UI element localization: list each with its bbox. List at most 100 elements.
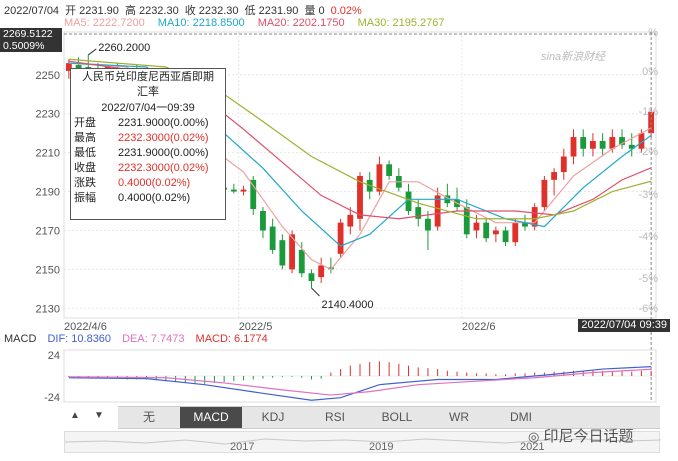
tooltip-row-key: 振幅 <box>74 192 96 204</box>
candle-body <box>425 218 431 231</box>
time-range-scroller[interactable]: 2017 2019 2021 <box>64 431 661 453</box>
macd-ytick-top: 24 <box>48 350 60 362</box>
candle-body <box>609 137 616 149</box>
candle-body <box>638 133 645 149</box>
tooltip-row: 最高 2232.3000(0.02%) <box>71 131 225 146</box>
tab-macd[interactable]: MACD <box>180 407 242 428</box>
tooltip-row-value: 0.4000(0.02%) <box>118 177 191 189</box>
y-tick-label: 2250 <box>36 70 60 82</box>
candle-body <box>65 63 72 71</box>
tab-boll[interactable]: BOLL <box>381 410 413 424</box>
tooltip-row-value: 2232.3000(0.02%) <box>118 132 209 144</box>
candle-body <box>318 265 325 278</box>
dif-line <box>68 366 652 401</box>
scroller-year-label: 2017 <box>230 441 255 453</box>
tooltip-title-2: 汇率 <box>137 86 159 98</box>
annotation-label: 2260.2000 <box>98 42 150 54</box>
tooltip-row-key: 涨跌 <box>74 177 96 189</box>
candle-body <box>289 234 295 270</box>
scroll-up-icon[interactable]: ▲ <box>70 410 80 421</box>
candle-body <box>230 189 237 192</box>
current-price-tag: 2269.5122 <box>0 28 62 40</box>
indicator-tab-bar: 无 MACD KDJ RSI BOLL WR DMI <box>118 406 660 429</box>
pct-tick-label: -5% <box>638 273 658 285</box>
crosshair-date-tag: 2022/07/04 09:39 <box>578 319 670 332</box>
tab-无[interactable]: 无 <box>142 410 155 424</box>
tooltip-row-value: 2231.9000(0.00%) <box>118 147 209 159</box>
y-tick-label: 2130 <box>36 303 60 315</box>
dea-line <box>68 368 652 396</box>
tab-dmi[interactable]: DMI <box>510 410 532 424</box>
tooltip-row: 涨跌 0.4000(0.02%) <box>71 176 225 191</box>
scroller-year-label: 2021 <box>520 441 545 453</box>
volume-value: 0 <box>318 5 325 17</box>
candle-body <box>415 207 422 219</box>
crosshair-tooltip: 人民币兑印度尼西亚盾即期 汇率 2022/07/04一09:39 开盘 2231.… <box>70 68 226 220</box>
y-tick-label: 2210 <box>36 148 60 160</box>
macd-title: MACD <box>4 333 37 345</box>
dif-legend: DIF: 10.8360 <box>47 333 112 345</box>
tooltip-row: 开盘 2231.9000(0.00%) <box>71 116 225 131</box>
tooltip-row-key: 最低 <box>74 147 96 159</box>
y-tick-label: 2190 <box>36 187 60 199</box>
close-value: 2232.30 <box>198 5 239 17</box>
tab-rsi[interactable]: RSI <box>324 410 345 424</box>
macd-value-legend: MACD: 6.1774 <box>195 333 268 345</box>
candle-body <box>434 195 441 227</box>
candle-body <box>250 179 257 210</box>
tooltip-row-key: 收盘 <box>74 162 96 174</box>
candle-body <box>279 240 286 266</box>
low-label: 低 <box>244 5 256 17</box>
candle-body <box>522 222 528 227</box>
open-value: 2231.90 <box>79 5 119 17</box>
candle-body <box>240 189 247 192</box>
high-value: 2232.30 <box>138 5 179 17</box>
candle-body <box>260 210 266 231</box>
pct-tick-label: -3% <box>638 189 658 201</box>
change-pct: 0.02% <box>330 5 362 17</box>
high-label: 高 <box>124 5 136 17</box>
candle-body <box>298 249 305 274</box>
macd-ytick-bottom: -24 <box>44 392 60 404</box>
candle-body <box>599 140 606 149</box>
ma10-legend: MA10: 2218.8500 <box>157 17 245 29</box>
x-tick-label: 2022/6 <box>462 321 496 333</box>
axis-layer: 2130 2150 2170 2190 2210 2230 2250% 0% -1% -2% -3%… <box>36 27 658 400</box>
tooltip-row-value: 2231.9000(0.00%) <box>118 117 209 129</box>
close-label: 收 <box>184 5 196 17</box>
ma20-legend: MA20: 2202.1750 <box>257 17 345 29</box>
candle-body <box>619 137 625 145</box>
wechat-icon: ◎ <box>528 429 540 444</box>
candle-body <box>327 267 334 270</box>
pct-tick-label: -4% <box>638 231 658 243</box>
candle-body <box>347 214 354 227</box>
candle-body <box>531 207 538 227</box>
candle-body <box>512 222 519 243</box>
candle-body <box>570 137 577 157</box>
candle-body <box>590 140 596 149</box>
candle-body <box>376 164 383 192</box>
candle-body <box>580 137 587 149</box>
candle-body <box>386 164 393 176</box>
scroll-down-icon[interactable]: ▼ <box>94 410 104 421</box>
pct-tick-label: % <box>648 27 658 39</box>
tooltip-row-key: 最高 <box>74 132 96 144</box>
scroller-overview-line <box>65 438 661 445</box>
y-tick-label: 2170 <box>36 225 60 237</box>
candle-body <box>308 273 315 282</box>
candle-body <box>75 65 82 69</box>
tooltip-row: 收盘 2232.3000(0.02%) <box>71 161 225 176</box>
candle-body <box>269 226 276 250</box>
ma30-legend: MA30: 2195.2767 <box>357 17 445 29</box>
macd-layer: 24 -24 <box>44 349 657 404</box>
pct-tick-label: 0% <box>642 66 658 78</box>
tab-wr[interactable]: WR <box>449 410 469 424</box>
pct-tick-label: -1% <box>638 106 658 118</box>
tab-kdj[interactable]: KDJ <box>261 410 285 424</box>
candle-body <box>492 230 499 235</box>
candle-body <box>337 222 344 254</box>
wechat-watermark: ◎ 印尼今日话题 <box>528 425 634 447</box>
ma5-legend: MA5: 2222.7200 <box>64 17 145 29</box>
